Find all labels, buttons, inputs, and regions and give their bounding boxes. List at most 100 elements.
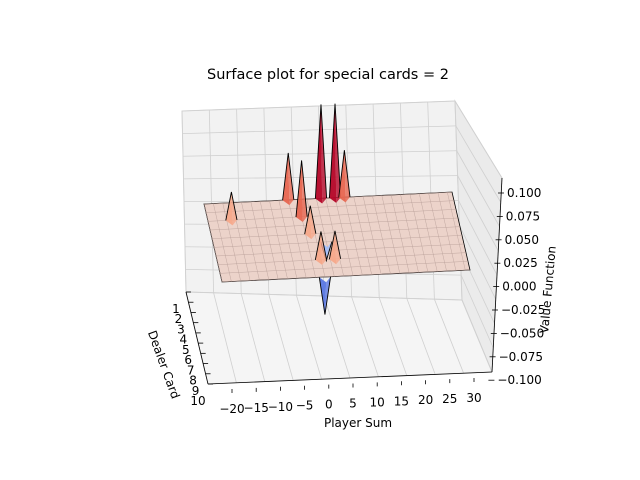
surface-peak-edge [338,150,351,198]
grid-line [296,295,322,380]
grid-line [460,274,494,348]
surface-mesh-line [215,243,465,257]
surface-mesh-line [269,200,288,279]
surface-mesh-line [211,226,461,239]
x-tick-label: −10 [268,400,293,414]
surface-mesh-line [344,197,363,276]
surface-peak-edge [282,152,295,201]
chart-title: Surface plot for special cards = 2 [207,67,449,83]
grid-line [240,293,266,382]
surface-peak-edge [318,276,332,315]
z-tick-label: 0.050 [505,233,539,247]
x-tick-label: 15 [394,394,409,408]
x-axis-ticks: −20−15−10 −5 0 5 10 15 20 25 30 [207,371,493,416]
surface-peak-edge [304,205,317,235]
surface-mesh-line [221,269,471,283]
grid-line [455,125,502,203]
surface-mesh-line [400,194,419,273]
grid-line [458,200,498,276]
surface-mesh-line [203,191,453,205]
y-tick-label: 8 [189,374,197,388]
surface-peak [295,160,303,223]
x-tick-label: 20 [418,393,433,407]
grid-line [181,100,456,112]
z-tick-label: −0.100 [497,373,541,387]
y-tick-label: 7 [187,363,195,377]
surface-mesh-line [222,203,241,282]
surface-mesh-line [334,197,354,276]
y-tick-label: 10 [190,394,205,408]
surface-mesh-line [390,194,410,273]
surface-mesh-line [207,209,457,222]
surface-mesh-line [381,195,401,274]
x-axis-line [207,371,493,385]
y-tick-label: 1 [172,302,180,316]
z-tick-label: 0.025 [503,256,537,270]
surface-peak-edge [328,230,342,260]
grid-line [434,299,464,374]
surface-mesh-line [362,196,382,275]
surface-peak [282,152,290,206]
surface-mesh-line [213,235,463,248]
grid-line [351,296,379,377]
surface-mesh-line [209,217,459,231]
surface-mesh-line [278,200,298,279]
surface-mesh-line [437,192,457,271]
surface-mesh-line [419,193,438,272]
surface-peak [338,150,346,203]
surface-mesh-line [353,196,372,275]
floor-pane [185,291,493,385]
z-axis-line [491,177,503,373]
x-tick-label: −5 [296,399,314,413]
surface-peak [329,103,337,203]
x-tick-label: 30 [466,391,481,405]
z-tick-label: −0.075 [499,350,543,364]
x-tick-label: 5 [349,397,357,411]
surface-peak-edge [314,104,328,199]
z-axis-ticks: 0.100 0.075 0.050 0.025 0.000 −0.025 −0.050 −0.… [488,177,545,387]
y-axis-line [185,291,209,385]
surface-mesh-line [250,201,269,280]
y-tick-label: 9 [192,384,200,398]
y-axis-label: Dealer Card [145,329,183,401]
surface-mesh-line [213,203,232,282]
z-tick-label: 0.075 [506,209,540,223]
x-tick-label: 10 [370,395,385,409]
x-tick-label: 25 [442,392,457,406]
surface-mesh-line [259,201,279,280]
x-tick-label: −15 [244,401,269,415]
value-surface [203,103,471,315]
grid-line [459,225,497,300]
surface-mesh-line [447,192,466,271]
surface-peak-edge [295,160,308,218]
surface-mesh-line [219,261,469,274]
x-axis-label: Player Sum [324,416,392,430]
grid-line [323,295,351,379]
surface-mesh-line [203,203,223,283]
surface-peak [304,205,312,240]
grid-line [457,175,499,251]
z-axis-label: Value Function [537,245,559,334]
z-tick-label: −0.025 [501,303,545,317]
surface-mesh-line [241,202,260,281]
surface-peak-edge [314,231,327,261]
surface-peak [329,230,337,265]
grid-line [456,150,500,227]
surface-peak-edge [328,103,342,198]
surface-peak [315,104,323,204]
surface-peak-edge [225,191,238,221]
y-tick-label: 6 [184,353,192,367]
grid-line [378,297,408,376]
surface-mesh-line [316,198,335,277]
grid-line [406,298,436,375]
grid-line [213,292,237,383]
x-tick-label: −20 [219,402,244,416]
y-tick-label: 5 [182,343,190,357]
surface-mesh-line [288,199,307,278]
grid-line [461,299,493,373]
grid-line [454,100,503,179]
grid-line [268,294,294,381]
